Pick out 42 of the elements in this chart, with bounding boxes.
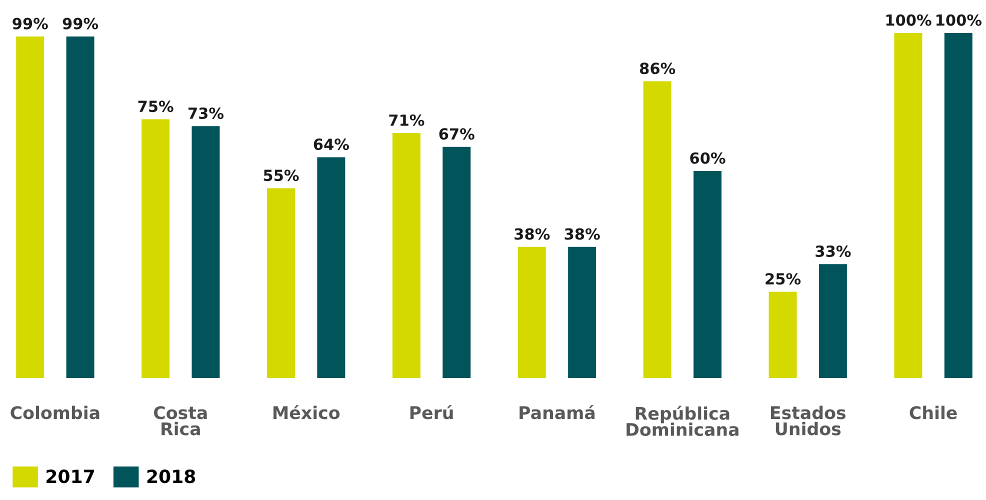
x-tick-label: México: [273, 405, 340, 420]
data-label: 67%: [439, 128, 474, 140]
data-label: 99%: [12, 18, 48, 30]
x-tick-label: Costa Rica: [154, 406, 207, 436]
legend-label: 2018: [147, 470, 196, 484]
bar: [694, 171, 722, 378]
bar: [192, 126, 220, 378]
bar: [66, 36, 94, 378]
data-label: 73%: [188, 107, 224, 120]
bar: [568, 246, 596, 378]
data-label: 33%: [816, 245, 851, 258]
data-label: 99%: [62, 18, 98, 30]
bar: [518, 246, 546, 378]
x-tick-label: Panamá: [520, 405, 595, 420]
bar: [16, 36, 44, 378]
data-label: 71%: [389, 114, 424, 126]
data-label: 38%: [514, 228, 550, 240]
x-tick-label: República Dominicana: [626, 406, 738, 436]
bar: [392, 133, 420, 378]
data-label: 86%: [640, 62, 676, 74]
data-label: 25%: [766, 273, 801, 285]
bar: [894, 33, 922, 378]
data-label: 64%: [314, 138, 349, 150]
data-label: 75%: [138, 100, 174, 112]
x-tick-label: Estados Unidos: [771, 406, 846, 436]
legend-label: 2017: [46, 470, 94, 484]
bar: [768, 292, 797, 378]
x-tick-label: Colombia: [10, 406, 100, 420]
data-label: 38%: [564, 228, 600, 240]
bar: [317, 157, 346, 378]
data-label: 100%: [886, 14, 932, 26]
bar: [142, 119, 170, 378]
bar: [818, 264, 847, 378]
x-tick-label: Chile: [910, 406, 957, 420]
bar: [944, 33, 972, 378]
bar: [267, 188, 295, 378]
data-label: 55%: [264, 170, 299, 182]
x-tick-label: Perú: [410, 405, 453, 420]
data-label: 100%: [936, 14, 982, 26]
data-label: 60%: [690, 152, 726, 164]
bar: [643, 81, 672, 378]
bar: [442, 146, 471, 378]
